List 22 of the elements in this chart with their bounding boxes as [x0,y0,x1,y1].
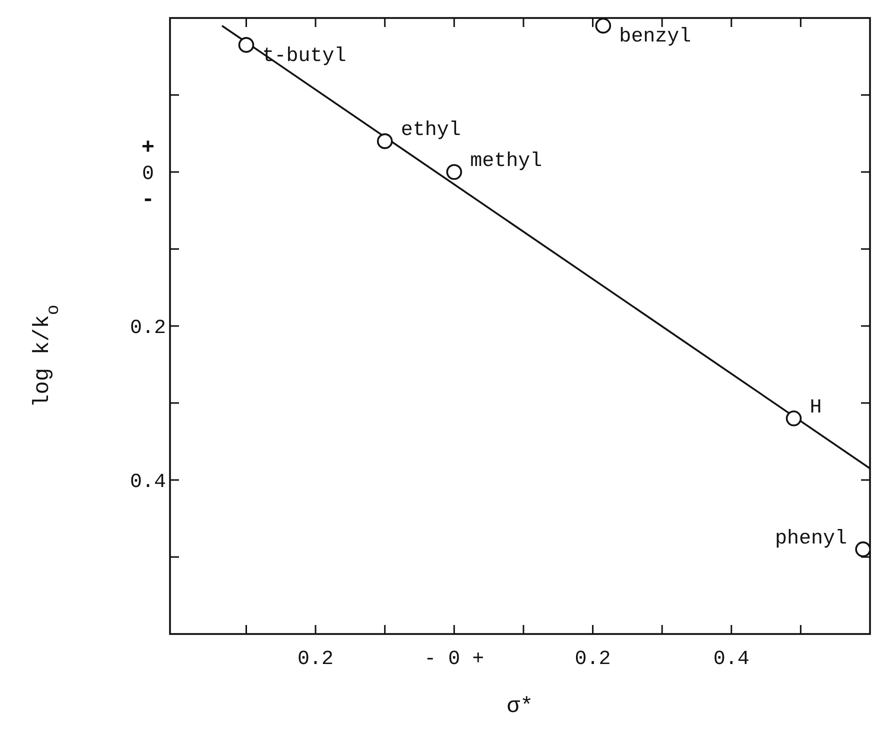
x-axis-title: σ* [506,694,534,719]
annotation: benzyl [619,26,692,49]
annotation: t-butyl [262,44,346,68]
point [855,541,870,558]
point [376,133,393,150]
x-tick-label: - 0 + [424,648,484,671]
point [595,18,612,34]
annotation: phenyl [775,527,848,550]
text: - [141,188,155,213]
point [786,410,802,426]
annotation: H [810,396,822,420]
text: + [141,136,155,161]
y-tick-label: 0.2 [130,317,166,340]
y-tick-label: 0 [142,163,154,186]
annotation: methyl [470,150,542,173]
annotation: ethyl [400,119,461,142]
x-tick-label: 0.2 [298,648,334,671]
point [238,37,254,53]
x-tick-label: 0.2 [574,648,611,671]
point [446,164,462,180]
y-tick-label: 0.4 [130,471,166,494]
x-tick-label: 0.4 [713,648,750,671]
